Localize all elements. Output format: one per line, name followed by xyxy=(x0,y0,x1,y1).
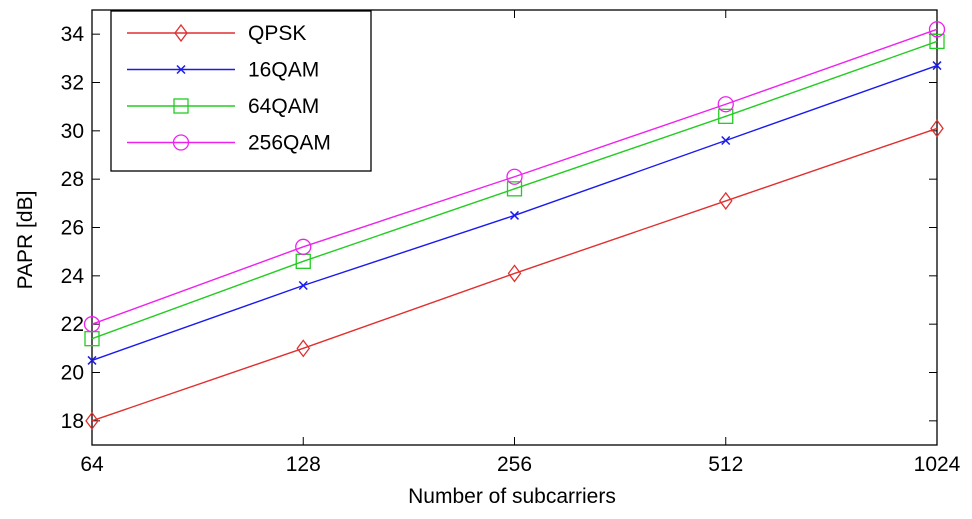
y-tick-label: 20 xyxy=(61,362,84,385)
legend-label-16qam: 16QAM xyxy=(248,59,319,82)
y-tick-label: 22 xyxy=(61,313,84,336)
y-tick-label: 18 xyxy=(61,410,84,433)
data-point-16qam xyxy=(299,282,307,290)
x-axis-label: Number of subcarriers xyxy=(408,485,616,508)
x-tick-label: 64 xyxy=(80,453,104,476)
x-tick-label: 128 xyxy=(286,453,321,476)
y-tick-label: 28 xyxy=(61,168,84,191)
data-point-16qam xyxy=(722,137,730,145)
y-tick-label: 30 xyxy=(61,120,84,143)
series-line-qpsk xyxy=(92,128,937,420)
y-tick-label: 26 xyxy=(61,217,84,240)
legend-box xyxy=(111,11,371,171)
legend-label-64qam: 64QAM xyxy=(248,95,319,118)
data-point-16qam xyxy=(511,211,519,219)
y-tick-label: 32 xyxy=(61,72,84,95)
legend: QPSK 16QAM 64QAM 256QAM xyxy=(111,11,371,171)
x-tick-label: 512 xyxy=(708,453,743,476)
x-tick-label: 1024 xyxy=(914,453,961,476)
legend-label-256qam: 256QAM xyxy=(248,132,331,155)
x-tick-label: 256 xyxy=(497,453,532,476)
y-tick-label: 24 xyxy=(61,265,85,288)
legend-label-qpsk: QPSK xyxy=(248,22,306,45)
y-axis-label: PAPR [dB] xyxy=(14,191,37,290)
y-tick-label: 34 xyxy=(61,23,85,46)
